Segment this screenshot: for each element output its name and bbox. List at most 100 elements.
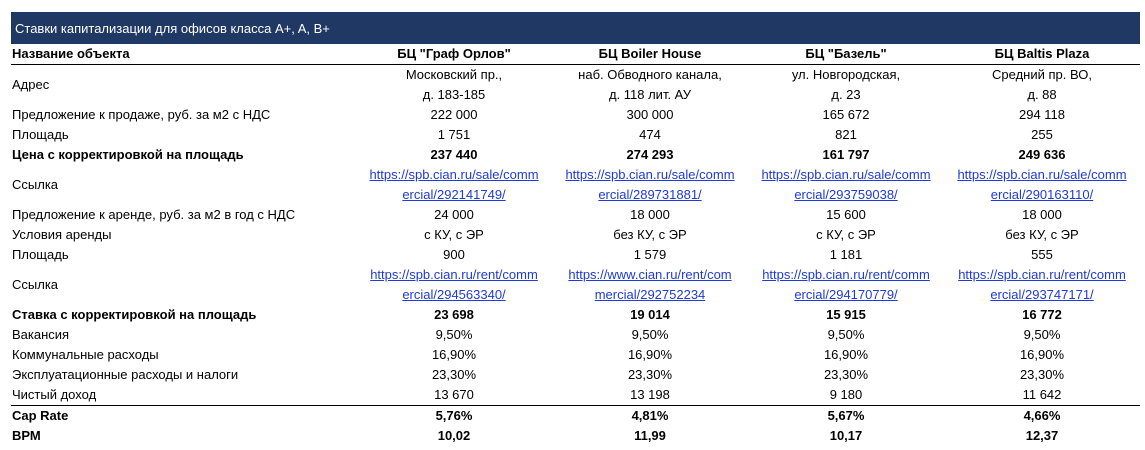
net-income-row: Чистый доход 13 670 13 198 9 180 11 642 — [11, 385, 1140, 406]
address-line: ул. Новгородская, — [791, 67, 901, 82]
rent-adjusted-value: 16 772 — [1022, 307, 1062, 322]
rent-offer-value: 24 000 — [434, 207, 474, 222]
sale-adjusted-value: 237 440 — [430, 147, 478, 162]
rent-adjusted-row: Ставка с корректировкой на площадь 23 69… — [11, 305, 1140, 325]
vacancy-value: 9,50% — [631, 327, 669, 342]
row-label: Ссылка — [12, 277, 59, 292]
object-name-1: БЦ "Граф Орлов" — [356, 44, 552, 65]
net-income-value: 11 642 — [1022, 387, 1062, 402]
object-name-2: БЦ Boiler House — [552, 44, 748, 65]
rent-adjusted-value: 23 698 — [434, 307, 474, 322]
rent-offer-value: 18 000 — [630, 207, 670, 222]
link-line[interactable]: https://spb.cian.ru/sale/comm — [369, 167, 539, 182]
link-line[interactable]: ercial/289731881/ — [598, 187, 702, 202]
sale-area-value: 474 — [639, 127, 661, 142]
row-label: Чистый доход — [12, 387, 97, 402]
link-line[interactable]: https://spb.cian.ru/sale/comm — [565, 167, 735, 182]
operating-value: 23,30% — [627, 367, 673, 382]
row-label: Условия аренды — [12, 227, 112, 242]
rent-link[interactable]: https://spb.cian.ru/rent/comm ercial/2945… — [356, 265, 552, 305]
rent-offer-row: Предложение к аренде, руб. за м2 в год с… — [11, 205, 1140, 225]
sale-area-value: 1 751 — [437, 127, 471, 142]
rent-terms-value: с КУ, с ЭР — [816, 227, 876, 242]
link-line[interactable]: https://www.cian.ru/rent/com — [568, 267, 732, 282]
sale-link[interactable]: https://spb.cian.ru/sale/comm ercial/2901… — [944, 165, 1140, 205]
sale-area-value: 255 — [1031, 127, 1053, 142]
sale-link[interactable]: https://spb.cian.ru/sale/comm ercial/2937… — [748, 165, 944, 205]
address-line: наб. Обводного канала, — [578, 67, 722, 82]
row-label: Площадь — [12, 127, 69, 142]
address-cell: наб. Обводного канала, д. 118 лит. АУ — [552, 65, 748, 106]
rent-terms-row: Условия аренды с КУ, с ЭР без КУ, с ЭР с… — [11, 225, 1140, 245]
utilities-value: 16,90% — [823, 347, 869, 362]
link-line[interactable]: https://spb.cian.ru/rent/comm — [958, 267, 1126, 282]
link-line[interactable]: mercial/292752234 — [594, 287, 706, 302]
header-row: Название объекта БЦ "Граф Орлов" БЦ Boil… — [11, 44, 1140, 65]
row-label: Cap Rate — [11, 405, 356, 426]
sale-area-value: 821 — [835, 127, 857, 142]
address-line: д. 23 — [831, 87, 861, 102]
link-line[interactable]: ercial/294563340/ — [402, 287, 506, 302]
row-label: Ставка с корректировкой на площадь — [12, 307, 257, 322]
utilities-value: 16,90% — [627, 347, 673, 362]
cap-rate-value: 5,67% — [748, 405, 944, 426]
rent-link[interactable]: https://www.cian.ru/rent/com mercial/2927… — [552, 265, 748, 305]
header-label: Название объекта — [11, 44, 356, 65]
rent-area-row: Площадь 900 1 579 1 181 555 — [11, 245, 1140, 265]
bpm-value: 10,02 — [437, 428, 471, 443]
operating-value: 23,30% — [823, 367, 869, 382]
rent-area-value: 900 — [443, 247, 465, 262]
vacancy-value: 9,50% — [1023, 327, 1061, 342]
rent-terms-value: без КУ, с ЭР — [613, 227, 687, 242]
operating-value: 23,30% — [1019, 367, 1065, 382]
rent-area-value: 555 — [1031, 247, 1053, 262]
table-title-banner: Ставки капитализации для офисов класса A… — [11, 12, 1140, 44]
rent-terms-value: без КУ, с ЭР — [1005, 227, 1079, 242]
rent-link[interactable]: https://spb.cian.ru/rent/comm ercial/2941… — [748, 265, 944, 305]
address-cell: ул. Новгородская, д. 23 — [748, 65, 944, 106]
sale-link[interactable]: https://spb.cian.ru/sale/comm ercial/2921… — [356, 165, 552, 205]
address-cell: Московский пр., д. 183-185 — [356, 65, 552, 106]
sale-link[interactable]: https://spb.cian.ru/sale/comm ercial/2897… — [552, 165, 748, 205]
link-line[interactable]: https://spb.cian.ru/sale/comm — [957, 167, 1127, 182]
rent-adjusted-value: 15 915 — [826, 307, 866, 322]
vacancy-value: 9,50% — [827, 327, 865, 342]
rent-link-row: Ссылка https://spb.cian.ru/rent/comm erci… — [11, 265, 1140, 305]
row-label: Цена с корректировкой на площадь — [12, 147, 244, 162]
row-label: Ссылка — [12, 177, 59, 192]
rent-link[interactable]: https://spb.cian.ru/rent/comm ercial/2937… — [944, 265, 1140, 305]
row-label: Предложение к продаже, руб. за м2 с НДС — [12, 107, 271, 122]
net-income-value: 13 670 — [434, 387, 474, 402]
bpm-value: 10,17 — [829, 428, 863, 443]
address-line: д. 88 — [1027, 87, 1057, 102]
sale-link-row: Ссылка https://spb.cian.ru/sale/comm erci… — [11, 165, 1140, 205]
row-label: Коммунальные расходы — [12, 347, 159, 362]
object-name-4: БЦ Baltis Plaza — [944, 44, 1140, 65]
link-line[interactable]: https://spb.cian.ru/rent/comm — [370, 267, 538, 282]
sale-adjusted-value: 161 797 — [822, 147, 870, 162]
sale-adjusted-value: 274 293 — [626, 147, 674, 162]
link-line[interactable]: ercial/293759038/ — [794, 187, 898, 202]
vacancy-value: 9,50% — [435, 327, 473, 342]
rent-offer-value: 18 000 — [1022, 207, 1062, 222]
rent-offer-value: 15 600 — [826, 207, 866, 222]
link-line[interactable]: https://spb.cian.ru/sale/comm — [761, 167, 931, 182]
link-line[interactable]: ercial/294170779/ — [794, 287, 898, 302]
link-line[interactable]: ercial/290163110/ — [990, 187, 1094, 202]
utilities-row: Коммунальные расходы 16,90% 16,90% 16,90… — [11, 345, 1140, 365]
row-label: Вакансия — [12, 327, 70, 342]
object-name-3: БЦ "Базель" — [748, 44, 944, 65]
operating-value: 23,30% — [431, 367, 477, 382]
sale-offer-value: 222 000 — [430, 107, 478, 122]
cap-rate-value: 5,76% — [356, 405, 552, 426]
link-line[interactable]: https://spb.cian.ru/rent/comm — [762, 267, 930, 282]
bpm-row: ВРМ 10,02 11,99 10,17 12,37 — [11, 426, 1140, 446]
sale-offer-row: Предложение к продаже, руб. за м2 с НДС … — [11, 105, 1140, 125]
rent-area-value: 1 181 — [829, 247, 863, 262]
rent-terms-value: с КУ, с ЭР — [424, 227, 484, 242]
sale-offer-value: 165 672 — [822, 107, 870, 122]
cap-rate-value: 4,66% — [944, 405, 1140, 426]
link-line[interactable]: ercial/292141749/ — [402, 187, 506, 202]
net-income-value: 13 198 — [630, 387, 670, 402]
link-line[interactable]: ercial/293747171/ — [990, 287, 1094, 302]
